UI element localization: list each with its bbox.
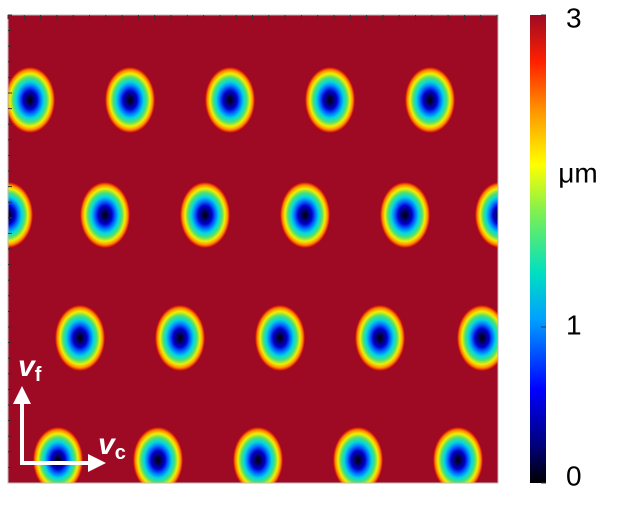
dimple [133,427,183,483]
dimple [155,305,205,371]
dimple [280,182,330,248]
colorbar-tick-label: 0 [566,460,582,491]
annotation-text: v [98,428,117,461]
colorbar [530,15,546,483]
dimple [475,182,498,248]
dimple [80,182,130,248]
dimple [8,67,55,133]
dimple [205,67,255,133]
annotation-subscript: c [115,442,126,464]
dimple [255,305,305,371]
dimple [105,67,155,133]
colorbar-tick-label: 3 [566,2,582,33]
dimple [233,427,283,483]
annotation-text: v [18,350,37,383]
dimple [8,182,33,248]
arrow-head [13,386,31,404]
colorbar-tick-label: 1 [566,309,582,340]
arrow-head [88,454,106,472]
frame-ticks [7,14,498,468]
annotation: vc [98,428,126,464]
dimple [457,305,498,371]
dimple [433,427,483,483]
dimple [305,67,355,133]
heatmap [8,15,498,483]
colorbar-label: μm [558,157,597,188]
dimple [405,67,455,133]
arrows [20,400,90,465]
dimple [355,305,405,371]
dimple [180,182,230,248]
annotation: vf [18,350,42,386]
dimple [55,305,105,371]
dimple [380,182,430,248]
annotation-subscript: f [35,364,42,386]
dimple [333,427,383,483]
dimple [33,427,83,483]
